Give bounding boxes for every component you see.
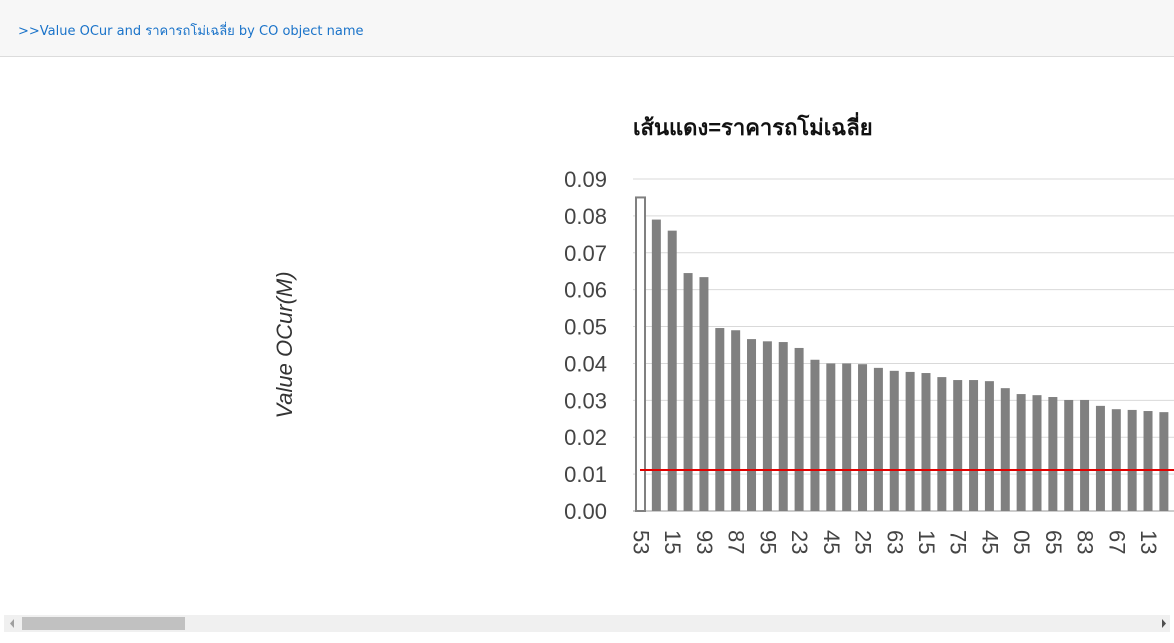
bar xyxy=(873,367,883,511)
x-tick-label: 87 xyxy=(724,530,749,554)
bar xyxy=(1000,388,1010,511)
bar xyxy=(778,342,788,511)
bar xyxy=(699,277,709,511)
bar xyxy=(1159,412,1169,511)
bar xyxy=(984,381,994,511)
bar xyxy=(1016,394,1026,511)
y-tick-label: 0.01 xyxy=(564,462,607,487)
report-link[interactable]: >>Value OCur and ราคารถโม่เฉลี่ย by CO o… xyxy=(18,24,364,39)
y-tick-label: 0.05 xyxy=(564,315,607,340)
bar xyxy=(953,380,963,511)
y-tick-label: 0.03 xyxy=(564,388,607,413)
bar xyxy=(1064,399,1074,511)
x-tick-label: 15 xyxy=(660,530,685,554)
x-tick-label: 95 xyxy=(755,530,780,554)
bar xyxy=(810,359,820,511)
bar xyxy=(842,363,852,511)
bar xyxy=(1095,405,1105,511)
bar xyxy=(683,273,693,511)
x-tick-label: 63 xyxy=(882,530,907,554)
bar xyxy=(826,363,836,511)
bar xyxy=(889,370,899,511)
bar xyxy=(794,347,804,511)
y-tick-label: 0.04 xyxy=(564,351,607,376)
bar xyxy=(747,339,757,511)
bar xyxy=(762,341,772,511)
x-tick-label: 45 xyxy=(819,530,844,554)
x-tick-label: 93 xyxy=(692,530,717,554)
y-tick-label: 0.07 xyxy=(564,241,607,266)
scroll-right[interactable] xyxy=(1162,619,1166,628)
bar xyxy=(969,380,979,511)
header: >>Value OCur and ราคารถโม่เฉลี่ย by CO o… xyxy=(0,0,1174,57)
bar xyxy=(635,196,646,512)
x-tick-label: 83 xyxy=(1073,530,1098,554)
bar xyxy=(937,377,947,511)
y-tick-label: 0.08 xyxy=(564,204,607,229)
bar xyxy=(1032,395,1042,511)
bar xyxy=(921,373,931,511)
bar xyxy=(1143,411,1153,511)
x-tick-label: 67 xyxy=(1104,530,1129,554)
bar xyxy=(905,371,915,511)
bar xyxy=(1111,409,1121,511)
bar xyxy=(1127,409,1137,511)
x-tick-label: 25 xyxy=(851,530,876,554)
y-tick-label: 0.09 xyxy=(564,167,607,192)
scrollbar-thumb[interactable] xyxy=(22,617,185,630)
x-tick-label: 75 xyxy=(946,530,971,554)
chart-title: เส้นแดง=ราคารถโม่เฉลี่ย xyxy=(633,111,873,140)
x-tick-label: 65 xyxy=(1041,530,1066,554)
bar xyxy=(651,219,661,512)
bar xyxy=(731,330,741,511)
x-tick-label: 15 xyxy=(914,530,939,554)
bar xyxy=(858,364,868,511)
x-tick-label: 53 xyxy=(629,530,654,554)
scroll-left[interactable] xyxy=(10,619,14,628)
bar xyxy=(1080,399,1090,511)
y-tick-label: 0.06 xyxy=(564,278,607,303)
scrollbar-track[interactable] xyxy=(4,615,1170,632)
bar xyxy=(1048,397,1058,511)
bar xyxy=(667,230,677,511)
y-axis-label: Value OCur(M) xyxy=(272,271,297,418)
bar xyxy=(715,328,725,511)
x-tick-label: 05 xyxy=(1009,530,1034,554)
y-tick-label: 0.02 xyxy=(564,425,607,450)
x-tick-label: 23 xyxy=(787,530,812,554)
x-tick-label: 45 xyxy=(977,530,1002,554)
x-tick-label: 13 xyxy=(1136,530,1161,554)
y-tick-label: 0.00 xyxy=(564,499,607,524)
